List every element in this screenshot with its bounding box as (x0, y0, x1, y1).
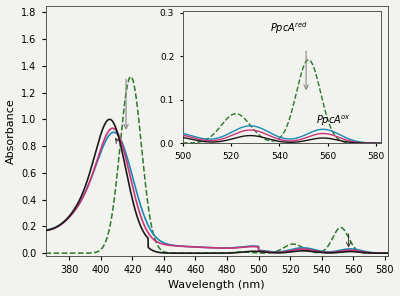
X-axis label: Wavelength (nm): Wavelength (nm) (168, 280, 265, 290)
Y-axis label: Absorbance: Absorbance (6, 98, 16, 164)
